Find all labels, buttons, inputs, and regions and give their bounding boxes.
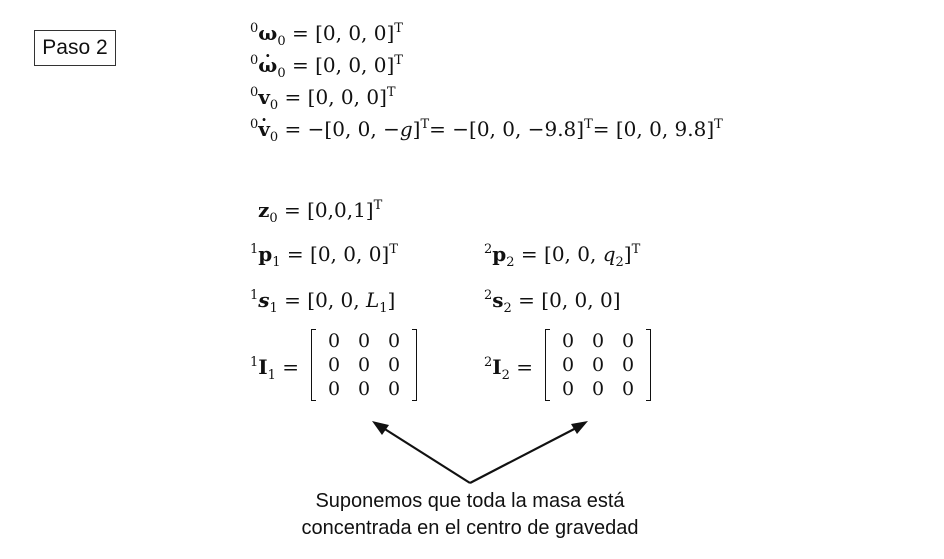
v-symbol: v xyxy=(258,85,270,109)
matrix-cell: 0 xyxy=(561,354,575,376)
matrix-cell: 0 xyxy=(591,378,605,400)
matrix-right-bracket xyxy=(412,329,417,401)
s1-equation: 1s1 = [0, 0, L1] xyxy=(250,288,396,316)
matrix-cell: 0 xyxy=(621,330,635,352)
matrix-cell: 0 xyxy=(327,330,341,352)
matrix-cell: 0 xyxy=(357,378,371,400)
matrix-cell: 0 xyxy=(387,378,401,400)
p1-equation: 1p1 = [0, 0, 0]T xyxy=(250,242,398,270)
I1-label: 1I1 = xyxy=(250,355,300,383)
matrix-right-bracket xyxy=(646,329,651,401)
v0-equation: 0v0 = [0, 0, 0]T xyxy=(250,85,396,113)
matrix-left-bracket xyxy=(545,329,550,401)
arrow-head-left xyxy=(372,421,389,435)
matrix-cell: 0 xyxy=(387,330,401,352)
assumption-note: Suponemos que toda la masa está concentr… xyxy=(260,488,680,542)
matrix-cell: 0 xyxy=(561,378,575,400)
step-label: Paso 2 xyxy=(42,36,108,59)
I1-matrix: 0 0 0 0 0 0 0 0 0 xyxy=(311,329,417,401)
I2-matrix: 0 0 0 0 0 0 0 0 0 xyxy=(545,329,651,401)
matrix-left-bracket xyxy=(311,329,316,401)
I1-matrix-grid: 0 0 0 0 0 0 0 0 0 xyxy=(319,329,409,401)
omega-dot-symbol: ω xyxy=(258,53,278,77)
matrix-cell: 0 xyxy=(591,330,605,352)
matrix-cell: 0 xyxy=(327,354,341,376)
arrow-to-I1 xyxy=(379,425,471,484)
matrix-cell: 0 xyxy=(357,330,371,352)
arrow-head-right xyxy=(571,421,588,434)
arrow-to-I2 xyxy=(469,425,581,484)
I2-matrix-grid: 0 0 0 0 0 0 0 0 0 xyxy=(553,329,643,401)
matrix-cell: 0 xyxy=(621,354,635,376)
matrix-cell: 0 xyxy=(621,378,635,400)
step-label-box: Paso 2 xyxy=(34,30,116,66)
omegadot0-equation: 0 · ω0 = [0, 0, 0]T xyxy=(250,46,403,81)
vdot0-equation: 0 · v0 = −[0, 0, −g]T= −[0, 0, −9.8]T= [0,… xyxy=(250,110,723,145)
I2-label: 2I2 = xyxy=(484,355,534,383)
note-line-2: concentrada en el centro de gravedad xyxy=(301,517,639,539)
matrix-cell: 0 xyxy=(561,330,575,352)
matrix-cell: 0 xyxy=(387,354,401,376)
omega0-equation: 0ω0 = [0, 0, 0]T xyxy=(250,21,403,49)
matrix-cell: 0 xyxy=(591,354,605,376)
s2-equation: 2s2 = [0, 0, 0] xyxy=(484,288,621,316)
z0-equation: z0 = [0,0,1]T xyxy=(258,198,383,226)
matrix-cell: 0 xyxy=(327,378,341,400)
v-dot-symbol: v xyxy=(258,117,270,141)
note-line-1: Suponemos que toda la masa está xyxy=(315,490,625,512)
omega-symbol: ω xyxy=(258,21,278,45)
matrix-cell: 0 xyxy=(357,354,371,376)
p2-equation: 2p2 = [0, 0, q2]T xyxy=(484,242,641,270)
